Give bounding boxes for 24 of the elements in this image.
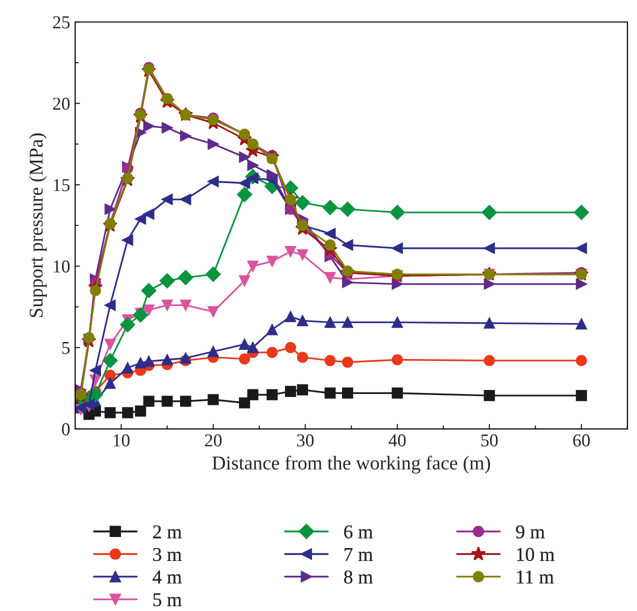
legend-label: 9 m	[516, 525, 545, 538]
y-tick-label: 20	[53, 98, 70, 110]
legend-label: 6 m	[344, 525, 373, 538]
x-tick-label: 50	[481, 434, 498, 446]
legend-label: 7 m	[344, 548, 373, 561]
x-tick-label: 40	[388, 434, 406, 446]
legend-label: 11 m	[517, 570, 554, 584]
y-tick-label: 15	[54, 179, 70, 192]
legend-label: 5 m	[153, 593, 182, 606]
x-tick-label: 10	[114, 434, 130, 446]
y-tick-label: 10	[54, 260, 70, 273]
legend-label: 8 m	[344, 570, 373, 584]
y-tick-label: 0	[62, 423, 70, 436]
x-axis-title: Distance from the working face (m)	[212, 456, 490, 474]
y-tick-label: 25	[53, 16, 70, 28]
y-tick-label: 5	[62, 342, 70, 354]
x-tick-label: 30	[297, 434, 314, 446]
legend-label: 3 m	[153, 548, 182, 562]
legend-label: 10 m	[517, 548, 554, 562]
y-axis-title: Support pressure (MPa)	[29, 133, 47, 318]
x-tick-label: 20	[205, 434, 222, 446]
x-tick-label: 60	[573, 434, 590, 446]
legend-label: 4 m	[152, 570, 182, 584]
legend-label: 2 m	[153, 525, 182, 538]
